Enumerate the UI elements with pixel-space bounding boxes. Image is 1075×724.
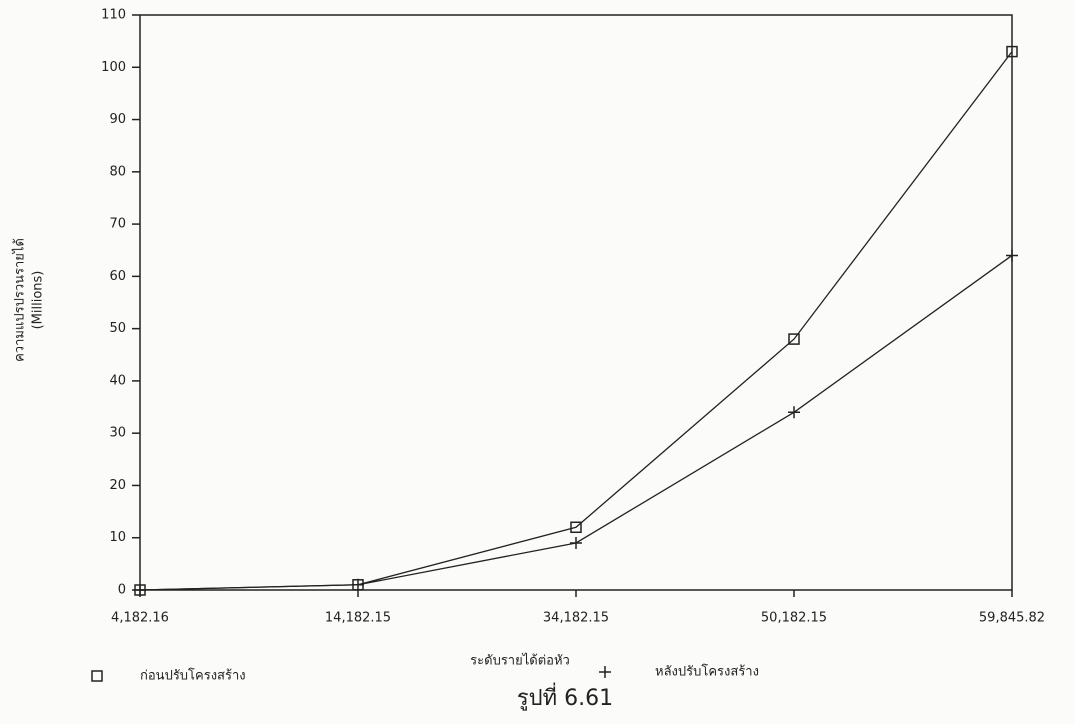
caption: รูปที่ 6.61 [517, 682, 613, 711]
y-tick-label: 30 [109, 426, 126, 441]
y-tick-label: 40 [109, 373, 126, 388]
data-point [1006, 249, 1018, 262]
x-tick-label: 14,182.15 [325, 611, 391, 626]
y-tick-label: 70 [109, 217, 126, 232]
y-axis-label: ความแปรปรวนรายได้ [12, 238, 28, 362]
data-point [134, 584, 146, 596]
y-tick-label: 60 [109, 269, 126, 284]
data-point [788, 406, 800, 419]
x-tick-label: 34,182.15 [543, 611, 609, 626]
y-axis-unit: (Millions) [31, 271, 46, 330]
y-tick-label: 20 [109, 478, 126, 493]
y-tick-label: 80 [109, 164, 126, 179]
data-point [1006, 45, 1018, 58]
legend-marker [599, 666, 611, 678]
data-point [570, 521, 582, 534]
legend-label: หลังปรับโครงสร้าง [655, 664, 759, 680]
legend-marker [91, 670, 103, 682]
x-tick-label: 4,182.16 [111, 611, 169, 626]
y-tick-label: 110 [101, 8, 126, 23]
y-tick-label: 50 [109, 321, 126, 336]
y-tick-label: 10 [109, 530, 126, 545]
x-tick-label: 59,845.82 [979, 611, 1045, 626]
data-point [570, 536, 582, 549]
plot-frame [139, 14, 1013, 591]
series-line [139, 51, 1013, 591]
x-axis-label: ระดับรายได้ต่อหัว [470, 653, 570, 669]
data-point [352, 578, 364, 591]
y-tick-label: 90 [109, 112, 126, 127]
legend-label: ก่อนปรับโครงสร้าง [140, 668, 246, 684]
data-point [788, 333, 800, 345]
y-tick-label: 0 [118, 583, 126, 598]
x-tick-label: 50,182.15 [761, 611, 827, 626]
y-tick-label: 100 [101, 60, 126, 75]
